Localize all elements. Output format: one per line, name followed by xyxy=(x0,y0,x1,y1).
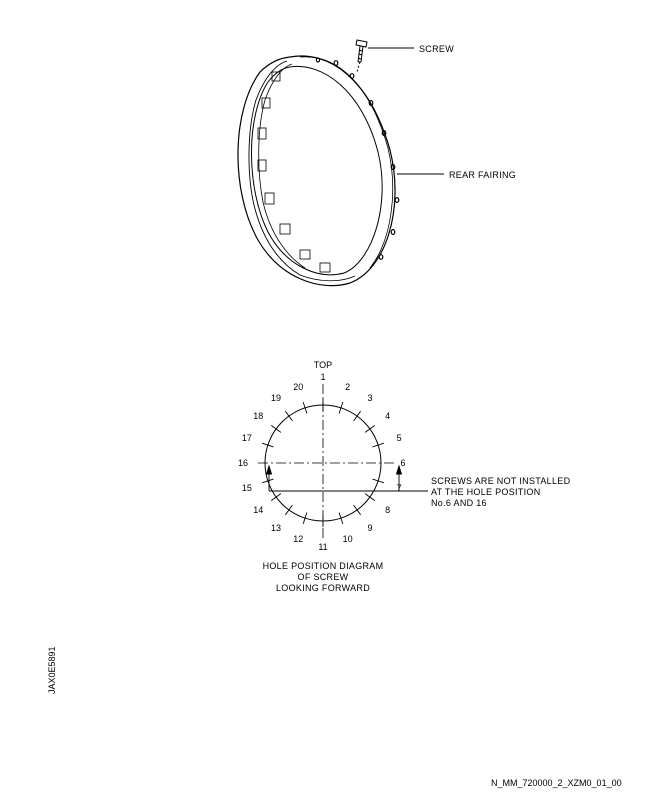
figure-code: JAX0E5891 xyxy=(47,646,57,694)
note-indicator-lines xyxy=(265,464,428,492)
document-id: N_MM_720000_2_XZM0_01_00 xyxy=(491,778,622,788)
hole-label-15: 15 xyxy=(241,482,252,493)
hole-label-17: 17 xyxy=(241,433,252,444)
hole-label-18: 18 xyxy=(253,411,264,421)
hole-label-14: 14 xyxy=(253,505,264,515)
hole-tick-15 xyxy=(261,478,274,484)
hole-label-13: 13 xyxy=(270,522,282,533)
hole-label-5: 5 xyxy=(396,433,402,444)
hole-label-16: 16 xyxy=(237,458,249,468)
caption-line: HOLE POSITION DIAGRAM xyxy=(262,561,384,571)
hole-tick-20 xyxy=(302,401,308,414)
rear-fairing-label: REAR FAIRING xyxy=(449,170,517,180)
hole-tick-17 xyxy=(261,442,274,448)
hole-tick-14 xyxy=(270,493,282,501)
hole-label-2: 2 xyxy=(345,381,351,392)
caption-line: OF SCREW xyxy=(297,572,349,582)
top-label: TOP xyxy=(313,360,333,370)
hole-label-9: 9 xyxy=(367,522,373,533)
hole-label-3: 3 xyxy=(367,393,373,404)
screw-label: SCREW xyxy=(419,44,454,54)
screws-note: SCREWS ARE NOT INSTALLED AT THE HOLE POS… xyxy=(431,476,570,509)
hole-label-7: 7 xyxy=(396,482,402,493)
hole-label-10: 10 xyxy=(342,534,353,545)
hole-tick-4 xyxy=(364,425,376,433)
hole-tick-5 xyxy=(372,442,385,448)
diagram-caption: HOLE POSITION DIAGRAM OF SCREW LOOKING F… xyxy=(243,561,403,594)
hole-label-20: 20 xyxy=(293,381,304,392)
hole-tick-19 xyxy=(285,410,293,422)
caption-line: LOOKING FORWARD xyxy=(275,583,370,593)
note-line: No.6 AND 16 xyxy=(431,498,487,508)
hole-position-circle-group xyxy=(258,384,396,540)
hole-tick-2 xyxy=(338,401,344,414)
hole-tick-13 xyxy=(285,504,293,516)
hole-label-6: 6 xyxy=(400,458,406,468)
hole-tick-8 xyxy=(364,493,376,501)
hole-tick-12 xyxy=(302,512,308,525)
rear-fairing-ring xyxy=(237,55,400,287)
screw-icon xyxy=(355,39,368,73)
hole-label-11: 11 xyxy=(318,542,328,552)
hole-label-19: 19 xyxy=(270,393,282,404)
hole-label-1: 1 xyxy=(320,372,326,382)
hole-tick-3 xyxy=(353,410,361,422)
note-line: AT THE HOLE POSITION xyxy=(431,487,541,497)
hole-tick-18 xyxy=(270,425,282,433)
hole-label-4: 4 xyxy=(385,411,391,421)
hole-tick-10 xyxy=(338,512,344,525)
note-line: SCREWS ARE NOT INSTALLED xyxy=(431,476,571,486)
hole-tick-marks xyxy=(261,399,385,527)
hole-tick-7 xyxy=(372,478,385,484)
hole-label-8: 8 xyxy=(385,505,391,515)
hole-label-12: 12 xyxy=(293,534,304,545)
hole-tick-9 xyxy=(353,504,361,516)
